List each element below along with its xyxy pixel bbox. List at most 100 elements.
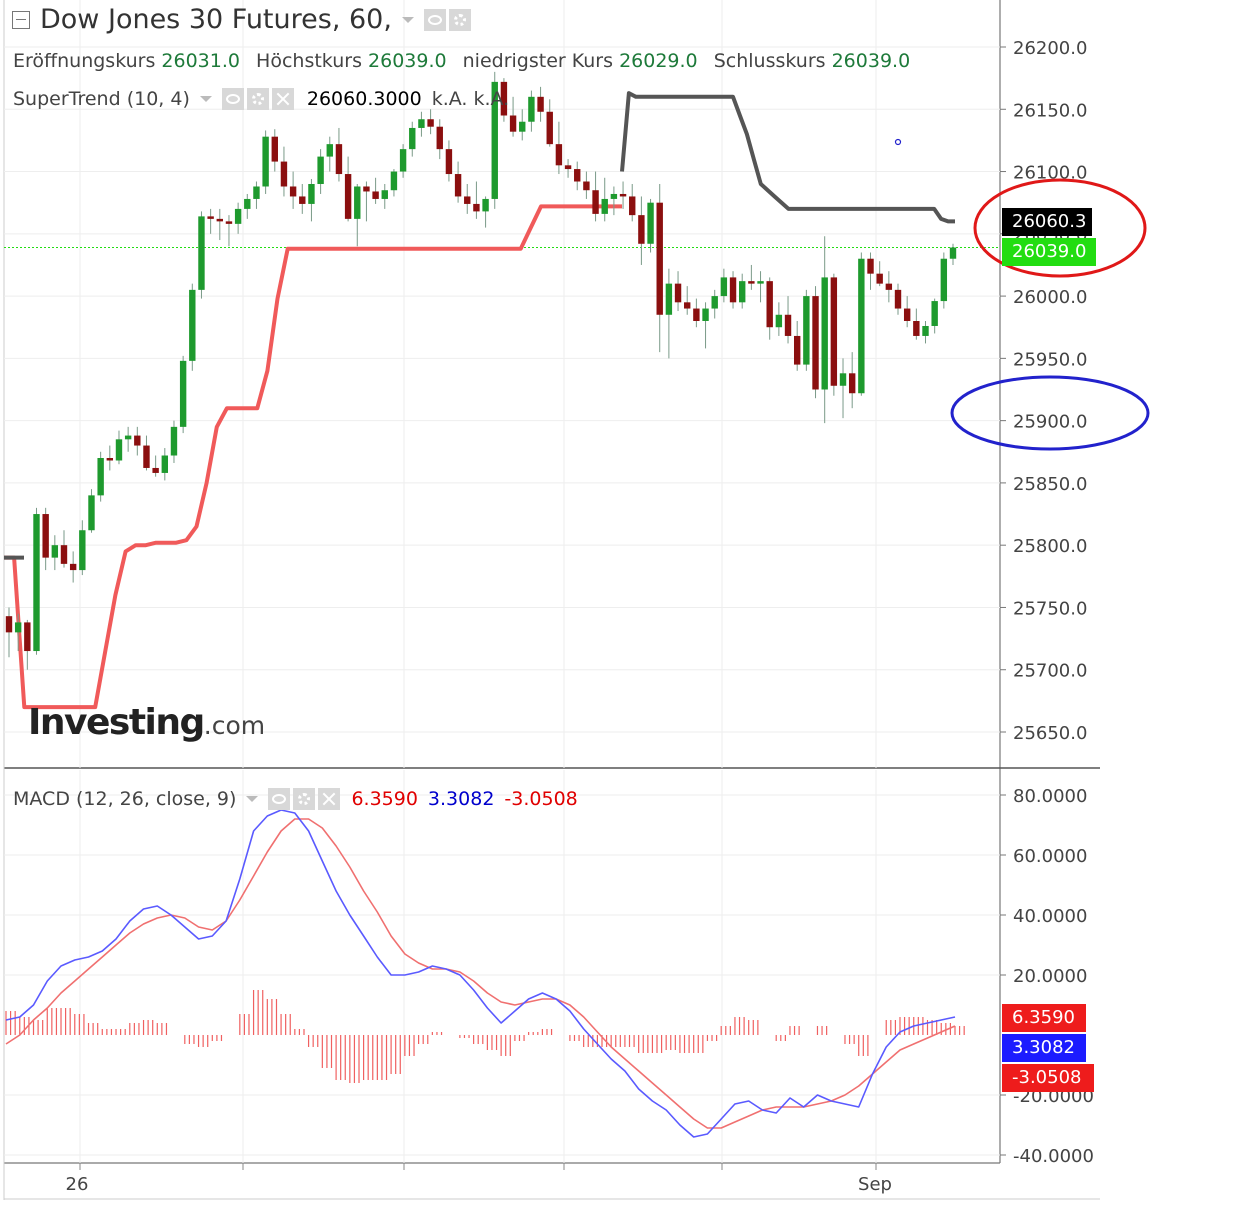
candle-body [885,283,893,290]
price-tick-label: 25650.0 [1013,723,1087,744]
candle-body [207,216,214,219]
candle-body [876,273,883,284]
candle-body [647,202,654,244]
macd-value-1: 6.3590 [351,788,418,810]
candle-body [79,530,86,571]
candle-body [684,302,691,309]
candle-body [42,514,49,558]
candle-body [940,258,948,302]
low-value: 26029.0 [619,50,698,72]
candle-body [97,458,104,496]
candle-body [793,335,801,365]
macd-tick-label: 80.0000 [1013,786,1087,807]
eye-icon[interactable] [423,8,446,31]
candle-body [913,321,920,336]
candle-body [390,171,398,191]
candle-body [234,208,242,224]
candle-body [363,186,370,192]
close-icon[interactable] [271,88,294,110]
candle-body [115,439,123,461]
candle-body [5,616,13,633]
price-axis[interactable]: 26200.026150.026100.026050.026000.025950… [66,38,1094,1195]
supertrend-layer [4,91,955,710]
collapse-icon[interactable] [12,10,30,29]
chevron-down-icon[interactable] [246,796,259,802]
macd-badge-2: 3.3082 [1002,1034,1086,1062]
supertrend-down-line [620,91,955,224]
candle-body [454,174,462,197]
supertrend-price-badge: 26060.3 [1002,208,1092,236]
logo-main: Investing [28,702,205,743]
macd-legend: MACD (12, 26, close, 9) 6.3590 3.3082 -3… [13,788,578,810]
candle-body [574,169,581,182]
chevron-down-icon[interactable] [401,16,414,23]
time-tick-label: Sep [858,1174,892,1195]
supertrend-value: 26060.3000 [306,88,422,110]
candle-body [555,144,563,166]
candle-body [830,277,838,386]
macd-value-2: 3.3082 [427,788,495,810]
candle-body [317,156,324,184]
macd-tick-label: 20.0000 [1013,966,1087,987]
candle-body [198,216,205,290]
macd-badge-1: 6.3590 [1002,1004,1086,1032]
ohlc-legend: Eröffnungskurs 26031.0 Höchstkurs 26039.… [13,50,920,72]
last-price-badge: 26039.0 [1002,238,1096,266]
close-value: 26039.0 [831,50,911,72]
candle-body [528,96,535,122]
candle-body [610,193,618,199]
candle-body [537,96,544,112]
candles-layer [5,71,957,670]
time-tick-label: 26 [66,1174,89,1195]
candle-body [464,196,471,204]
gear-icon[interactable] [246,88,269,110]
candle-body [757,281,764,284]
eye-icon[interactable] [221,88,244,110]
candle-body [922,325,929,336]
candle-body [427,119,434,127]
candle-body [564,165,572,170]
candle-body [69,563,77,571]
candle-body [656,202,663,315]
gear-icon[interactable] [293,788,316,810]
price-tick-label: 25950.0 [1013,349,1087,370]
candle-body [473,203,480,212]
candle-body [674,283,682,303]
candle-body [14,622,22,633]
close-icon[interactable] [318,788,341,810]
candle-body [509,115,517,132]
supertrend-legend: SuperTrend (10, 4) 26060.3000 k.A. k.A. [13,88,509,110]
blue-circle-annotation [950,375,1150,451]
chevron-down-icon[interactable] [199,96,212,102]
price-tick-label: 26000.0 [1013,287,1087,308]
candle-body [638,215,645,244]
price-tick-label: 26100.0 [1013,163,1087,184]
candle-body [482,198,489,212]
candle-body [354,186,361,219]
candle-body [775,314,783,328]
open-label: Eröffnungskurs [13,50,156,72]
candle-body [803,296,810,365]
supertrend-na-1: k.A. [431,88,468,110]
candle-body [500,81,508,116]
candle-body [262,136,269,187]
candle-body [445,149,453,175]
investing-logo: Investing.com [28,702,265,743]
candle-body [88,495,95,531]
candle-body [372,191,379,199]
price-tick-label: 25900.0 [1013,412,1087,433]
macd-label: MACD (12, 26, close, 9) [13,788,237,810]
gear-icon[interactable] [448,8,471,31]
eye-icon[interactable] [268,788,291,810]
chart-title-bar: Dow Jones 30 Futures, 60, [12,4,474,35]
macd-tick-label: -40.0000 [1013,1146,1094,1167]
candle-body [308,184,315,204]
candle-body [739,281,746,303]
candle-body [344,174,352,219]
red-circle-annotation [973,178,1147,278]
candle-body [216,218,223,222]
price-tick-label: 26200.0 [1013,38,1087,59]
candle-body [729,277,737,303]
candle-body [848,373,856,394]
